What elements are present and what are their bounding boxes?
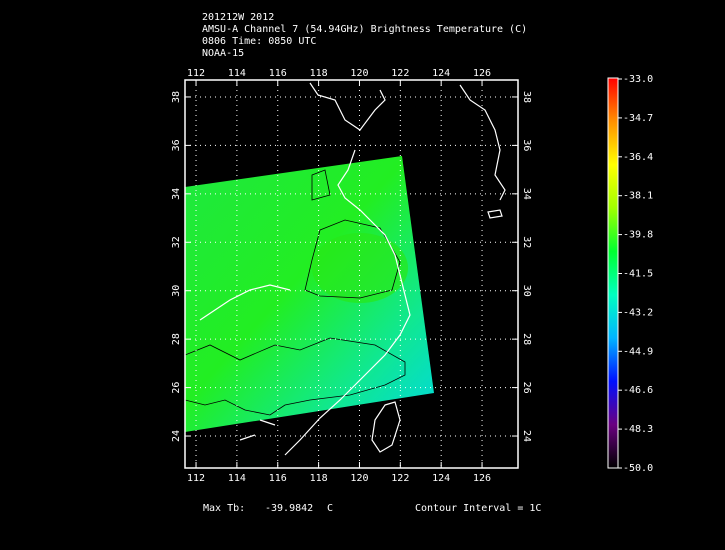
title-line: 201212W 2012 [202,12,274,23]
lat-label-right: 36 [521,139,532,151]
warm-region [312,233,408,303]
max-label: Max Tb: [203,503,245,514]
lat-label-right: 32 [521,236,532,248]
lat-label-left: 26 [171,382,182,394]
colorbar-label: -34.7 [623,113,653,124]
contours [185,169,406,416]
lat-label-left: 32 [171,236,182,248]
colorbar-label: -44.9 [623,346,653,357]
lat-label-left: 36 [171,139,182,151]
colorbar-label: -36.4 [623,152,653,163]
colorbar-label: -50.0 [623,463,653,474]
colorbar-label: -33.0 [623,74,653,85]
lon-label-top: 124 [432,68,450,79]
title-line: 0806 Time: 0850 UTC [202,36,316,47]
max-unit: C [327,503,333,514]
lat-label-right: 24 [521,430,532,442]
map-body [185,80,518,468]
lon-label-bottom: 112 [187,473,205,484]
lat-label-right: 38 [521,91,532,103]
data-swath [185,156,434,432]
lon-label-bottom: 118 [310,473,328,484]
max-value: -39.9842 [265,503,313,514]
lat-label-left: 38 [171,91,182,103]
colorbar-ticks: -33.0 -34.7 -36.4 -38.1 -39.8 -41.5 -43.2 -44.9… [618,74,653,474]
graticule [185,80,518,468]
lat-label-left: 24 [171,430,182,442]
lat-label-right: 34 [521,188,532,200]
lon-label-bottom: 126 [473,473,491,484]
lon-label-bottom: 124 [432,473,450,484]
lon-label-bottom: 120 [350,473,368,484]
colorbar-label: -48.3 [623,424,653,435]
lon-label-bottom: 122 [391,473,409,484]
lon-label-top: 114 [228,68,246,79]
header: 201212W 2012 AMSU-A Channel 7 (54.94GHz)… [202,12,527,59]
lat-label-left: 34 [171,188,182,200]
lon-label-top: 112 [187,68,205,79]
lon-label-top: 126 [473,68,491,79]
coastline [199,82,506,456]
map-frame [184,79,519,469]
lat-label-left: 30 [171,285,182,297]
colorbar-label: -38.1 [623,191,653,202]
colorbar [607,77,619,469]
lon-label-bottom: 116 [269,473,287,484]
title-line: NOAA-15 [202,48,244,59]
lon-label-top: 120 [350,68,368,79]
colorbar-label: -46.6 [623,385,653,396]
lat-label-right: 26 [521,382,532,394]
colorbar-label: -41.5 [623,269,653,280]
axis-ticks: 112 112 114 114 116 116 118 118 120 120 122 122 124 1… [171,68,532,484]
lat-label-right: 30 [521,285,532,297]
colorbar-label: -43.2 [623,307,653,318]
colorbar-label: -39.8 [623,230,653,241]
title-line: AMSU-A Channel 7 (54.94GHz) Brightness T… [202,24,527,35]
lon-label-top: 116 [269,68,287,79]
lon-label-top: 122 [391,68,409,79]
lon-label-top: 118 [310,68,328,79]
lat-label-right: 28 [521,333,532,345]
contour-interval: Contour Interval = 1C [415,503,541,514]
lon-label-bottom: 114 [228,473,246,484]
lat-label-left: 28 [171,333,182,345]
footer: Max Tb: -39.9842 C Contour Interval = 1C [203,503,541,514]
